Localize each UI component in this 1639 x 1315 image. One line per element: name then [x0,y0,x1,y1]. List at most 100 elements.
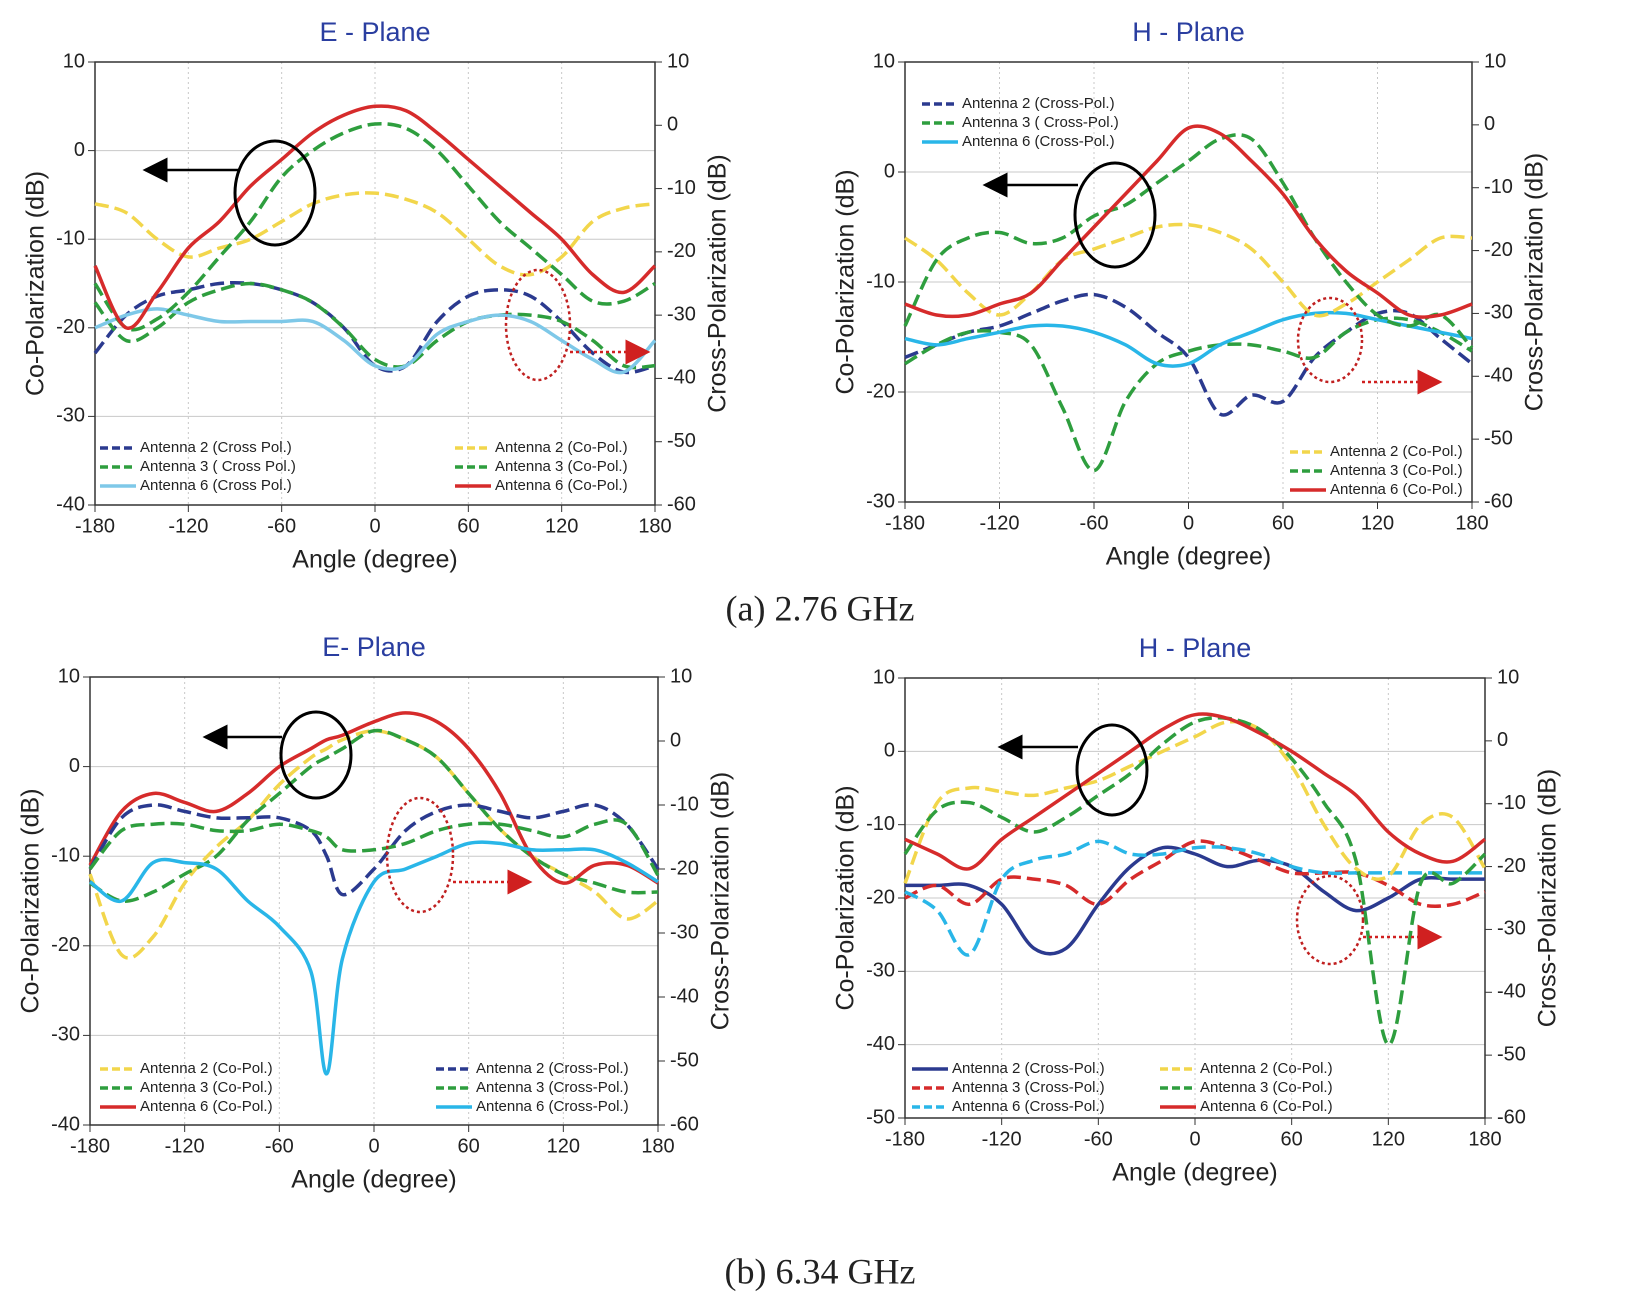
annotation-circle [1075,723,1149,817]
x-tick-label: 60 [1281,1128,1303,1150]
y2-tick-label: -10 [1497,792,1526,814]
y2-axis-label: Cross-Polarization (dB) [704,154,732,412]
y2-tick-label: -10 [670,793,699,815]
y-tick-label: -20 [866,380,895,402]
chart-title: H - Plane [1132,17,1245,47]
x-axis-label: Angle (degree) [1106,543,1271,571]
y2-tick-label: 10 [670,665,692,687]
y2-tick-label: -50 [1484,427,1513,449]
x-tick-label: 0 [1189,1128,1200,1150]
y-tick-label: 10 [873,666,895,688]
y2-tick-label: -10 [1484,176,1513,198]
plot-frame [904,61,1473,503]
series-line [94,307,657,375]
y2-tick-label: -30 [1484,302,1513,324]
plot-area [90,677,658,1125]
series-line [904,839,1485,957]
y2-tick-label: 0 [667,114,678,136]
annotation-circle [233,139,317,247]
y-tick-label: -30 [866,960,895,982]
y2-tick-label: -60 [667,493,696,515]
y2-tick-label: 0 [1497,729,1508,751]
legend-label: Antenna 2 (Cross-Pol.) [476,1060,629,1077]
x-tick-label: 180 [638,515,671,537]
y-tick-label: -10 [866,270,895,292]
legend-label: Antenna 6 (Cross Pol.) [140,477,292,494]
series-line [88,729,659,960]
y-tick-label: -30 [51,1024,80,1046]
legend-label: Antenna 3 (Co-Pol.) [495,458,628,475]
y2-tick-label: -30 [667,303,696,325]
y-tick-label: -40 [56,493,85,515]
series-line [904,124,1473,319]
x-tick-label: 120 [545,515,578,537]
series-line [904,310,1473,368]
annotation-circle [1295,874,1365,966]
caption: (a) 2.76 GHz [726,588,915,628]
x-tick-label: 60 [458,1135,480,1157]
y-tick-label: 0 [884,740,895,762]
series-line [88,840,659,1076]
x-tick-label: -60 [265,1135,294,1157]
y2-tick-label: 10 [667,50,689,72]
y2-tick-label: -50 [667,430,696,452]
y2-axis-label: Cross-Polarization (dB) [707,772,735,1030]
y2-tick-label: 10 [1497,666,1519,688]
series-line [93,281,656,370]
annotation-circle [1073,161,1157,269]
x-tick-label: 180 [1455,512,1488,534]
x-tick-label: 180 [1468,1128,1501,1150]
series-line [905,845,1485,956]
x-axis-label: Angle (degree) [1112,1159,1277,1187]
legend-label: Antenna 2 (Co-Pol.) [1200,1060,1333,1077]
y2-tick-label: -40 [1497,981,1526,1003]
legend-label: Antenna 6 (Co-Pol.) [1330,481,1463,498]
y-tick-label: -10 [56,227,85,249]
x-tick-label: -180 [75,515,115,537]
x-tick-label: -120 [168,515,208,537]
legend-label: Antenna 3 (Co-Pol.) [1200,1079,1333,1096]
y-tick-label: -20 [51,934,80,956]
legend-label: Antenna 2 (Co-Pol.) [140,1060,273,1077]
y2-tick-label: 0 [670,729,681,751]
series-line [93,122,656,332]
x-tick-label: 0 [1183,512,1194,534]
y2-tick-label: -40 [667,367,696,389]
y2-tick-label: -20 [670,857,699,879]
y2-tick-label: -50 [1497,1043,1526,1065]
y2-axis-label: Cross-Polarization (dB) [1534,769,1562,1027]
x-tick-label: 120 [1361,512,1394,534]
y-tick-label: -40 [51,1113,80,1135]
y2-tick-label: -30 [670,921,699,943]
series-line [903,719,1487,884]
legend-label: Antenna 3 ( Cross Pol.) [140,458,296,475]
y-tick-label: -30 [56,405,85,427]
legend-label: Antenna 2 (Cross-Pol.) [952,1060,1105,1077]
x-tick-label: -60 [1080,512,1109,534]
x-tick-label: -180 [885,1128,925,1150]
x-tick-label: -120 [979,512,1019,534]
y2-axis-label: Cross-Polarization (dB) [1521,153,1549,411]
legend-label: Antenna 3 (Co-Pol.) [1330,462,1463,479]
legend-label: Antenna 6 (Cross-Pol.) [952,1098,1105,1115]
series-line [94,191,656,277]
annotation-circle [279,710,353,800]
chart-title: H - Plane [1139,633,1252,663]
series-line [89,728,659,903]
y2-tick-label: -30 [1497,918,1526,940]
y-tick-label: -20 [56,316,85,338]
y2-tick-label: -60 [670,1113,699,1135]
y2-tick-label: -40 [1484,365,1513,387]
y2-tick-label: -20 [667,240,696,262]
y-tick-label: 10 [873,50,895,72]
y-tick-label: 0 [69,755,80,777]
y-tick-label: -30 [866,490,895,512]
legend-label: Antenna 6 (Co-Pol.) [1200,1098,1333,1115]
series-line [88,818,660,877]
annotation-circle [385,796,455,914]
chart-title: E- Plane [322,632,426,662]
legend-label: Antenna 2 (Cross-Pol.) [962,95,1115,112]
y-tick-label: -20 [866,886,895,908]
x-tick-label: 180 [641,1135,674,1157]
legend-label: Antenna 3 ( Cross-Pol.) [962,114,1119,131]
